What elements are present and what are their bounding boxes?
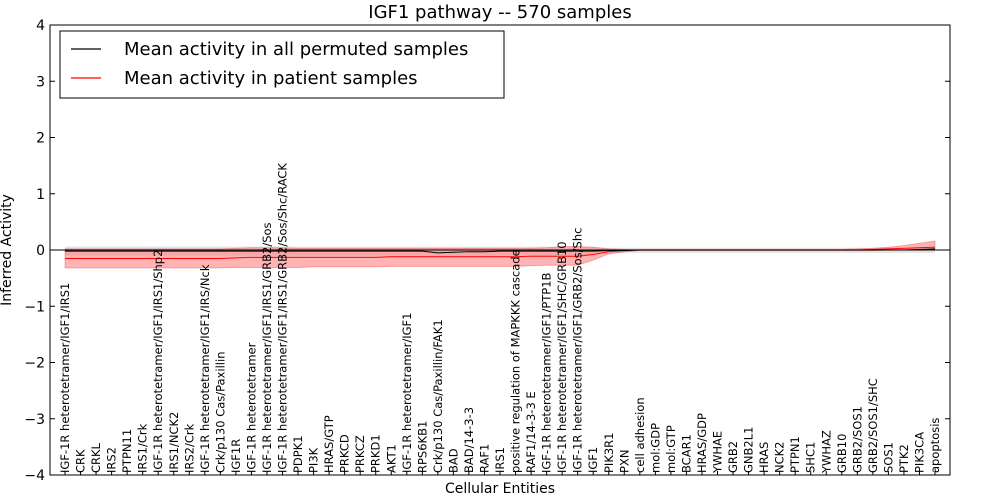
x-axis-label: Cellular Entities [445, 481, 555, 497]
x-tick-label: PRKCZ [353, 435, 367, 473]
x-tick-label: BAD/14-3-3 [462, 407, 476, 473]
x-tick-label: IRS1/NCK2 [167, 412, 181, 473]
x-tick-label: PTPN11 [120, 429, 134, 473]
x-tick-label: IGF-1R heterotetramer/IGF1/IRS/Nck [198, 264, 212, 473]
x-tick-label: RAF1/14-3-3 E [524, 391, 538, 473]
x-tick-label: HRAS/GTP [322, 415, 336, 473]
x-tick-label: PTK2 [897, 444, 911, 473]
x-tick-label: PIK3CA [912, 432, 926, 473]
chart-title: IGF1 pathway -- 570 samples [368, 2, 631, 23]
legend-label-1: Mean activity in patient samples [124, 68, 418, 89]
x-tick-label: GRB2 [726, 441, 740, 473]
x-tick-label: GRB2/SOS1 [850, 406, 864, 473]
x-tick-label: RPS6KB1 [415, 421, 429, 473]
x-tick-label: IGF-1R heterotetramer/IGF1 [400, 313, 414, 473]
x-tick-label: PDPK1 [291, 435, 305, 473]
x-tick-label: BAD [446, 448, 460, 473]
x-tick-label: YWHAE [711, 431, 725, 474]
x-tick-label: AKT1 [384, 444, 398, 473]
x-tick-label: IGF-1R heterotetramer/IGF1/IRS1/Shp2 [151, 250, 165, 473]
x-tick-label: CRK [74, 449, 88, 473]
legend-label-0: Mean activity in all permuted samples [124, 39, 468, 60]
x-tick-label: IGF1R [229, 439, 243, 473]
y-tick-label: −4 [24, 468, 45, 484]
y-tick-label: −2 [24, 356, 45, 372]
plot-area [49, 24, 951, 476]
x-tick-label: IGF1 [586, 447, 600, 473]
y-tick-label: 1 [36, 187, 45, 203]
x-tick-label: IRS1 [493, 447, 507, 473]
x-tick-label: NCK2 [773, 442, 787, 474]
x-tick-label: IGF-1R heterotetramer/IGF1/IRS1 [58, 283, 72, 473]
x-tick-label: apoptosis [928, 418, 942, 473]
x-tick-label: PIK3R1 [602, 433, 616, 474]
x-tick-label: HRAS [757, 442, 771, 473]
x-tick-label: IGF-1R heterotetramer/IGF1/IRS1/GRB2/Sos [260, 222, 274, 473]
x-tick-label: PTPN1 [788, 436, 802, 473]
y-axis: −4 −3 −2 −1 0 1 2 3 4 [24, 18, 950, 484]
series-band-1 [64, 240, 936, 269]
x-tick-label: IGF-1R heterotetramer/IGF1/GRB2/Sos/Shc [571, 228, 585, 473]
y-tick-label: 2 [36, 131, 45, 147]
x-tick-label: BCAR1 [679, 434, 693, 473]
x-tick-label: GRB2/SOS1/SHC [866, 378, 880, 473]
x-tick-label: SHC1 [804, 442, 818, 473]
series-line-0 [65, 248, 936, 254]
y-tick-label: −3 [24, 412, 45, 428]
x-tick-label: Crk/p130 Cas/Paxillin [213, 352, 227, 473]
x-tick-label: IGF-1R heterotetramer/IGF1/IRS1/GRB2/Sos… [276, 163, 290, 473]
x-tick-label: PRKD1 [369, 434, 383, 473]
y-tick-label: 0 [36, 243, 45, 259]
x-tick-label: CRKL [89, 442, 103, 473]
x-tick-label: IGF-1R heterotetramer [244, 342, 258, 473]
x-tick-label: Crk/p130 Cas/Paxillin/FAK1 [431, 319, 445, 473]
x-axis-entity-labels: IGF-1R heterotetramer/IGF1/IRS1 CRK CRKL IR… [58, 163, 942, 474]
x-tick-label: IRS2/Crk [182, 423, 196, 473]
legend-box [59, 30, 505, 99]
x-tick-label: PXN [617, 450, 631, 473]
x-tick-label: IRS1/Crk [136, 423, 150, 473]
x-tick-label: HRAS/GDP [695, 413, 709, 473]
x-tick-label: mol:GDP [648, 423, 662, 473]
x-tick-label: PRKCD [338, 434, 352, 473]
y-tick-label: 4 [36, 18, 45, 34]
x-tick-label: positive regulation of MAPKKK cascade [509, 249, 523, 473]
y-axis-label: Inferred Activity [0, 194, 15, 306]
x-tick-label: PI3K [307, 447, 321, 473]
x-tick-label: RAF1 [477, 444, 491, 473]
legend: Mean activity in all permuted samples Mea… [59, 30, 505, 99]
x-tick-label: SOS1 [881, 442, 895, 473]
y-tick-label: −1 [24, 299, 45, 315]
x-tick-label: GNB2L1 [742, 427, 756, 473]
x-tick-label: IRS2 [105, 447, 119, 473]
x-tick-label: YWHAZ [819, 430, 833, 474]
x-tick-label: mol:GTP [664, 425, 678, 473]
x-tick-label: IGF-1R heterotetramer/IGF1/SHC/GRB10 [555, 241, 569, 473]
x-tick-label: GRB10 [835, 434, 849, 473]
x-tick-label: cell adhesion [633, 397, 647, 473]
x-tick-label: IGF-1R heterotetramer/IGF1/PTP1B [540, 272, 554, 473]
y-tick-label: 3 [36, 74, 45, 90]
